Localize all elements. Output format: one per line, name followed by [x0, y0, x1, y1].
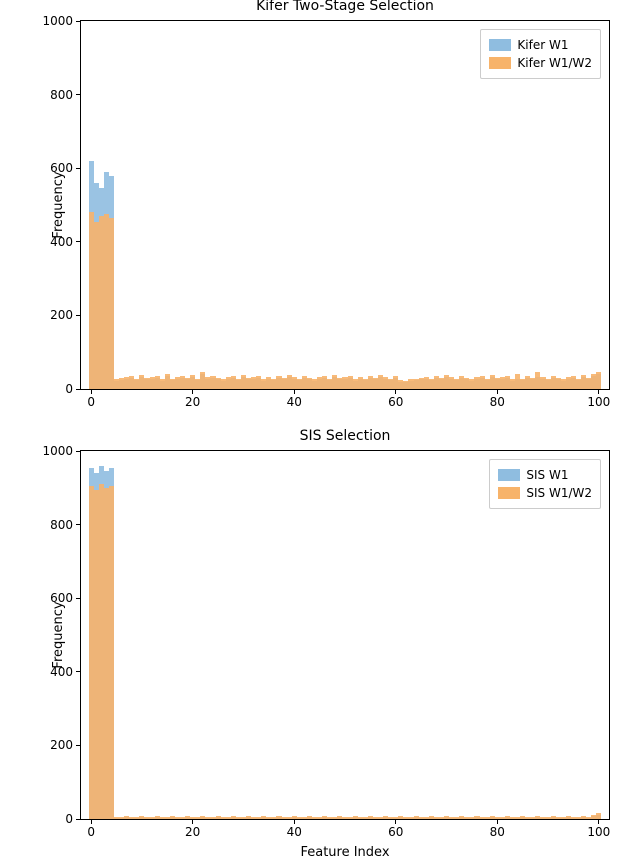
legend: SIS W1SIS W1/W2	[489, 459, 601, 509]
x-tick-label: 100	[587, 825, 610, 839]
legend-swatch	[498, 487, 520, 499]
bar	[109, 486, 114, 819]
bar	[596, 372, 601, 389]
y-tick-label: 800	[50, 518, 73, 532]
chart-title: SIS Selection	[80, 428, 610, 444]
y-tick	[76, 598, 81, 599]
x-tick	[395, 389, 396, 394]
y-tick-label: 0	[65, 812, 73, 826]
plot-area: Kifer W1Kifer W1/W2 02004006008001000020…	[80, 20, 610, 390]
x-tick-label: 60	[388, 395, 403, 409]
x-tick	[91, 819, 92, 824]
y-tick	[76, 21, 81, 22]
x-tick-label: 60	[388, 825, 403, 839]
x-tick	[497, 389, 498, 394]
legend-item: Kifer W1/W2	[489, 54, 592, 72]
plot-area: SIS W1SIS W1/W2 020040060080010000204060…	[80, 450, 610, 820]
legend-label: SIS W1/W2	[526, 484, 592, 502]
x-tick-label: 20	[185, 825, 200, 839]
bar	[109, 218, 114, 389]
x-tick	[294, 819, 295, 824]
y-tick-label: 200	[50, 738, 73, 752]
y-tick	[76, 451, 81, 452]
y-tick-label: 0	[65, 382, 73, 396]
chart-title: Kifer Two-Stage Selection	[80, 0, 610, 14]
y-tick	[76, 389, 81, 390]
y-tick-label: 200	[50, 308, 73, 322]
x-tick	[598, 819, 599, 824]
y-tick-label: 1000	[42, 444, 73, 458]
y-tick-label: 800	[50, 88, 73, 102]
y-tick	[76, 819, 81, 820]
y-tick	[76, 745, 81, 746]
x-tick	[294, 389, 295, 394]
legend-item: SIS W1	[498, 466, 592, 484]
legend-item: SIS W1/W2	[498, 484, 592, 502]
x-tick	[497, 819, 498, 824]
x-tick-label: 40	[287, 825, 302, 839]
y-tick	[76, 94, 81, 95]
legend: Kifer W1Kifer W1/W2	[480, 29, 601, 79]
subplot-kifer: Kifer Two-Stage Selection Kifer W1Kifer …	[80, 20, 610, 390]
legend-label: Kifer W1/W2	[517, 54, 592, 72]
y-tick	[76, 524, 81, 525]
x-tick	[192, 389, 193, 394]
y-axis-label: Frequency	[51, 171, 66, 238]
legend-swatch	[498, 469, 520, 481]
x-tick-label: 40	[287, 395, 302, 409]
figure: Kifer Two-Stage Selection Kifer W1Kifer …	[0, 0, 636, 854]
x-tick-label: 100	[587, 395, 610, 409]
x-axis-label: Feature Index	[80, 845, 610, 860]
x-tick	[91, 389, 92, 394]
y-tick	[76, 671, 81, 672]
x-tick	[598, 389, 599, 394]
legend-label: Kifer W1	[517, 36, 568, 54]
x-tick-label: 80	[490, 395, 505, 409]
x-tick	[395, 819, 396, 824]
legend-label: SIS W1	[526, 466, 568, 484]
subplot-sis: SIS Selection SIS W1SIS W1/W2 0200400600…	[80, 450, 610, 820]
x-tick-label: 20	[185, 395, 200, 409]
legend-swatch	[489, 57, 511, 69]
y-axis-label: Frequency	[51, 601, 66, 668]
y-tick	[76, 315, 81, 316]
x-tick	[192, 819, 193, 824]
legend-item: Kifer W1	[489, 36, 592, 54]
legend-swatch	[489, 39, 511, 51]
y-tick-label: 1000	[42, 14, 73, 28]
x-tick-label: 0	[87, 825, 95, 839]
x-tick-label: 0	[87, 395, 95, 409]
y-tick	[76, 168, 81, 169]
y-tick	[76, 241, 81, 242]
x-tick-label: 80	[490, 825, 505, 839]
